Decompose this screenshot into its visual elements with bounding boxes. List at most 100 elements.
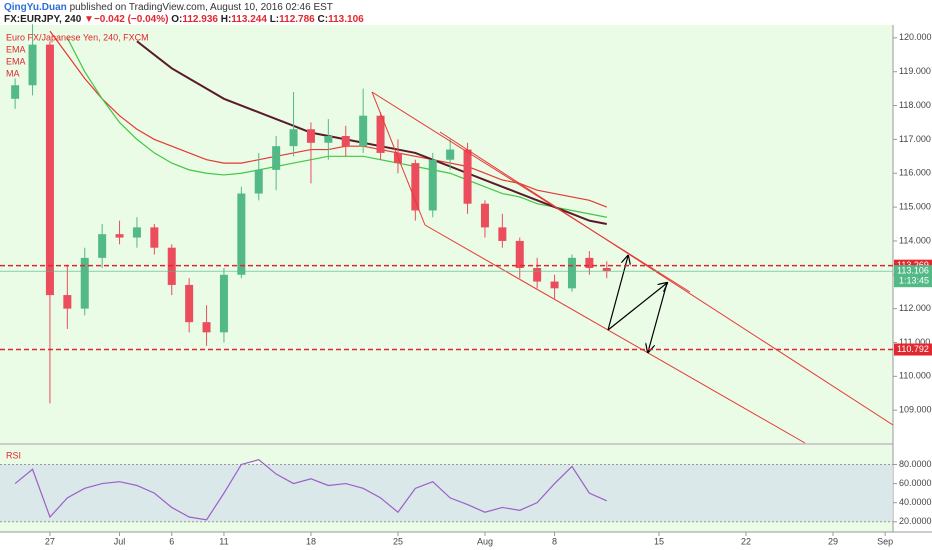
channel-line	[424, 224, 806, 444]
rsi-y-tick-label: 60.0000	[899, 478, 932, 488]
x-tick-label: 18	[306, 536, 316, 546]
price-tag-label: 113.106	[897, 266, 929, 276]
channel-line	[371, 91, 426, 226]
ma-line	[66, 37, 607, 218]
c-value: 113.106	[328, 14, 364, 25]
candle-body	[428, 159, 437, 211]
candle-body	[28, 44, 37, 86]
candle-body	[515, 240, 524, 269]
x-tick-label: 11	[219, 536, 228, 546]
x-tick-label: 15	[654, 536, 664, 546]
y-tick-label: 117.000	[899, 134, 931, 144]
header-line1: QingYu.Duan published on TradingView.com…	[4, 2, 333, 13]
candle-body	[272, 146, 281, 170]
y-tick-label: 116.000	[899, 168, 931, 178]
candle-body	[480, 203, 489, 228]
plot	[0, 24, 893, 523]
candle-body	[498, 227, 507, 241]
main-pane	[0, 25, 893, 443]
candle-body	[185, 284, 194, 323]
c-label: C:	[318, 14, 329, 25]
candle-body	[150, 227, 159, 248]
candle-body	[45, 44, 54, 296]
rsi-line	[14, 459, 608, 521]
candle-body	[359, 115, 368, 147]
legend-label: EMA	[6, 44, 26, 54]
x-tick-label: Sep	[877, 536, 893, 546]
candle-body	[376, 115, 385, 153]
candle-body	[202, 322, 211, 333]
candle-body	[98, 234, 107, 258]
chart-title: Euro FX/Japanese Yen, 240, FXCM	[6, 32, 149, 42]
candle-body	[550, 281, 559, 289]
x-tick-label: 25	[393, 536, 403, 546]
candle-body	[80, 257, 89, 309]
candle-body	[254, 169, 263, 194]
arrows	[607, 256, 668, 352]
o-label: O:	[171, 14, 182, 25]
arrow	[607, 283, 667, 331]
h-value: 113.244	[231, 14, 267, 25]
candle-body	[115, 234, 124, 238]
y-tick-label: 112.000	[899, 303, 931, 313]
candle-body	[324, 136, 333, 143]
candle-body	[63, 295, 72, 309]
legend-label: MA	[6, 68, 20, 78]
legend-label: EMA	[6, 56, 26, 66]
symbol: FX:EURJPY, 240	[4, 14, 82, 25]
channel-line	[371, 91, 691, 293]
x-tick-label: 6	[169, 536, 174, 546]
countdown: 1:13:45	[899, 276, 929, 286]
candle-body	[306, 129, 315, 143]
candle-body	[567, 257, 576, 289]
candle-body	[341, 136, 350, 147]
channel-line	[439, 131, 894, 426]
price-tag-label: 110.792	[897, 344, 929, 354]
candle-body	[11, 85, 20, 99]
candle-body	[602, 268, 611, 272]
change: −0.042 (−0.04%)	[94, 14, 169, 25]
h-label: H:	[221, 14, 232, 25]
y-tick-label: 110.000	[899, 371, 931, 381]
x-tick-label: 27	[45, 536, 55, 546]
author[interactable]: QingYu.Duan	[4, 2, 67, 13]
ma-line	[136, 40, 607, 225]
candle-body	[289, 129, 298, 147]
x-tick-label: Jul	[114, 536, 126, 546]
x-tick-label: 29	[828, 536, 838, 546]
rsi-band	[0, 464, 893, 522]
drawings	[371, 91, 894, 444]
published: published on TradingView.com, August 10,…	[70, 2, 333, 13]
y-tick-label: 111.000	[899, 337, 930, 347]
l-value: 112.786	[279, 14, 315, 25]
x-tick-label: Aug	[477, 536, 493, 546]
rsi-y-tick-label: 80.0000	[899, 459, 932, 469]
rsi-y-tick-label: 20.0000	[899, 516, 932, 526]
price-tag	[894, 343, 932, 356]
candle-body	[463, 149, 472, 204]
arrow	[648, 282, 668, 352]
y-tick-label: 109.000	[899, 405, 932, 415]
o-value: 112.936	[182, 14, 218, 25]
candle-body	[237, 193, 246, 275]
arrow	[607, 256, 628, 331]
header-line2: FX:EURJPY, 240 ▼−0.042 (−0.04%) O:112.93…	[4, 14, 364, 25]
y-tick-label: 115.000	[899, 201, 931, 211]
y-tick-label: 114.000	[899, 235, 931, 245]
candle-body	[446, 149, 455, 160]
y-tick-label: 120.000	[899, 32, 932, 42]
candle-body	[132, 227, 141, 238]
price-tag	[894, 265, 932, 288]
candle-body	[219, 274, 228, 333]
x-tick-label: 8	[552, 536, 557, 546]
y-tick-label: 119.000	[899, 66, 931, 76]
rsi-label: RSI	[6, 450, 21, 460]
overlay: 109.000110.000111.000112.000113.000114.0…	[0, 32, 932, 546]
candle-body	[533, 268, 542, 282]
price-tag-label: 113.269	[897, 260, 929, 270]
l-label: L:	[270, 14, 279, 25]
candle-body	[411, 163, 420, 211]
rsi-y-tick-label: 40.0000	[899, 497, 932, 507]
